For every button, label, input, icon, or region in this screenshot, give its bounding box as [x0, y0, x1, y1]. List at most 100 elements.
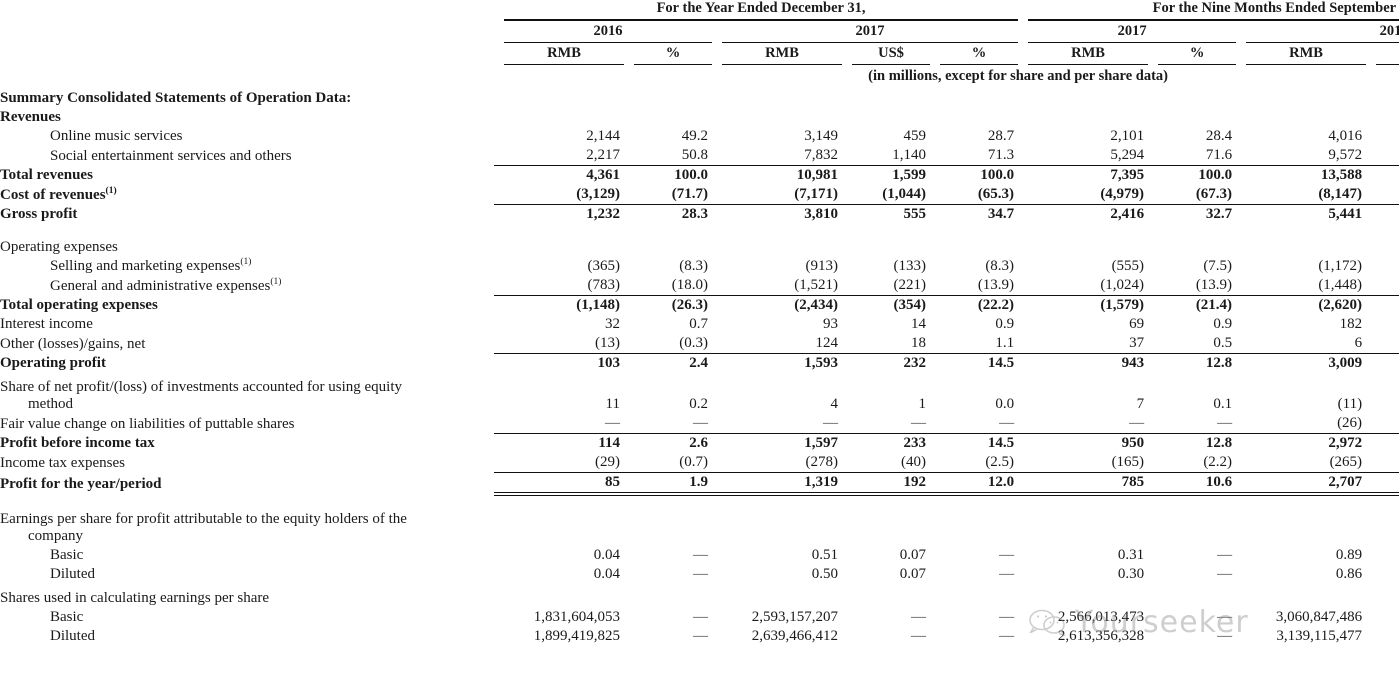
col-gap — [1148, 146, 1159, 166]
col-gap — [624, 378, 634, 414]
col-gap — [494, 378, 504, 414]
cell-value: (26.3) — [671, 297, 708, 313]
table-row: Diluted 1,899,419,825 — 2,639,466,412 — — 2,61… — [0, 627, 1399, 646]
col-gap — [1148, 608, 1158, 627]
cell-value: 0.13 — [1376, 546, 1399, 565]
cell-value: 10,981 — [796, 167, 838, 183]
cell-value: 11 — [605, 396, 620, 412]
col-gap — [624, 166, 634, 186]
col-gap — [1148, 589, 1158, 608]
col-gap — [1366, 627, 1376, 646]
header-year-2018-9m: 2018 — [1246, 20, 1399, 43]
row-label: Revenues — [0, 109, 61, 125]
col-gap — [1018, 589, 1028, 608]
row-label: Basic — [50, 609, 84, 625]
col-gap — [930, 127, 940, 146]
cell-value — [722, 108, 842, 127]
cell-value: 4,016 — [1328, 128, 1363, 144]
col-gap — [624, 472, 634, 496]
row-label: Diluted — [50, 628, 95, 644]
cell-value: — — [1028, 414, 1149, 434]
col-gap — [1366, 108, 1376, 127]
table-row: Share of net profit/(loss) of investment… — [0, 378, 1399, 414]
row-label: General and administrative expenses(1) — [50, 276, 282, 294]
col-gap — [624, 257, 634, 276]
col-gap — [1236, 127, 1246, 146]
cell-value: (221) — [852, 276, 930, 296]
col-gap — [712, 205, 722, 225]
cell-value: 100.0 — [1198, 167, 1233, 183]
col-gap — [712, 334, 722, 354]
col-gap — [624, 608, 634, 627]
col-gap — [1148, 276, 1159, 296]
col-gap — [712, 296, 722, 316]
row-label-continued: method — [28, 396, 73, 412]
cell-value — [722, 589, 842, 608]
col-gap — [1236, 166, 1246, 186]
cell-value: 555 — [903, 206, 927, 222]
row-label: Diluted — [50, 566, 95, 582]
col-gap — [1148, 434, 1158, 454]
cell-value: — — [693, 547, 708, 563]
cell-value: 3,060,847,486 — [1275, 609, 1363, 625]
col-gap — [1148, 334, 1159, 354]
row-label: Social entertainment services and others — [50, 147, 292, 164]
header-col-rmb-2018-9m: RMB — [1246, 42, 1367, 65]
col-gap — [1148, 315, 1158, 334]
col-gap — [930, 205, 940, 225]
units-note: (in millions, except for share and per s… — [868, 68, 1168, 84]
col-gap — [1018, 546, 1028, 565]
col-gap — [1236, 627, 1246, 646]
col-gap — [1236, 414, 1247, 434]
cell-value: 2,972 — [1328, 435, 1363, 451]
col-gap — [1236, 354, 1246, 374]
cell-value: 394 — [1376, 472, 1399, 496]
cell-value: 0.04 — [593, 566, 620, 582]
col-gap — [842, 127, 852, 146]
cell-value: (4) — [1376, 414, 1399, 434]
cell-value: 0.2 — [689, 396, 708, 412]
cell-value: (2.5) — [940, 453, 1019, 473]
col-gap — [842, 565, 852, 584]
cell-value — [504, 510, 624, 546]
table-row: Basic 1,831,604,053 — 2,593,157,207 — — 2,566,… — [0, 608, 1399, 627]
col-gap — [712, 127, 722, 146]
table-row: Shares used in calculating earnings per … — [0, 589, 1399, 608]
cell-value: 2.6 — [689, 435, 708, 451]
cell-value: (13) — [504, 334, 624, 354]
cell-value: 2,217 — [504, 146, 624, 166]
col-gap — [1018, 414, 1029, 434]
col-gap — [494, 108, 504, 127]
col-gap — [712, 608, 722, 627]
cell-value — [1376, 589, 1399, 608]
header-year-2017-9m: 2017 — [1028, 20, 1237, 43]
cell-value — [634, 108, 712, 127]
col-gap — [1148, 296, 1158, 316]
cell-value: 12.8 — [1205, 435, 1233, 451]
cell-value: 950 — [1121, 435, 1145, 451]
col-gap — [1366, 238, 1376, 257]
col-gap — [842, 257, 852, 276]
cell-value: — — [940, 414, 1019, 434]
col-gap — [494, 627, 504, 646]
cell-value: 0.50 — [811, 566, 838, 582]
col-gap — [1018, 608, 1028, 627]
col-gap — [1236, 589, 1246, 608]
col-gap — [1236, 546, 1246, 565]
table-row: Total revenues 4,361 100.0 10,981 1,599 100.0… — [0, 166, 1399, 186]
col-gap — [624, 146, 634, 166]
cell-value: (3,129) — [504, 185, 624, 205]
cell-value: (1,579) — [1100, 297, 1145, 313]
cell-value: (67.3) — [1158, 185, 1237, 205]
cell-value: 103 — [597, 355, 621, 371]
col-gap — [1366, 453, 1377, 473]
cell-value — [852, 238, 930, 257]
cell-value: 14.5 — [987, 355, 1015, 371]
col-gap — [1018, 238, 1028, 257]
cell-value: 28.7 — [987, 128, 1015, 144]
col-gap — [712, 510, 722, 546]
cell-value: (7,171) — [722, 185, 842, 205]
cell-value — [722, 238, 842, 257]
